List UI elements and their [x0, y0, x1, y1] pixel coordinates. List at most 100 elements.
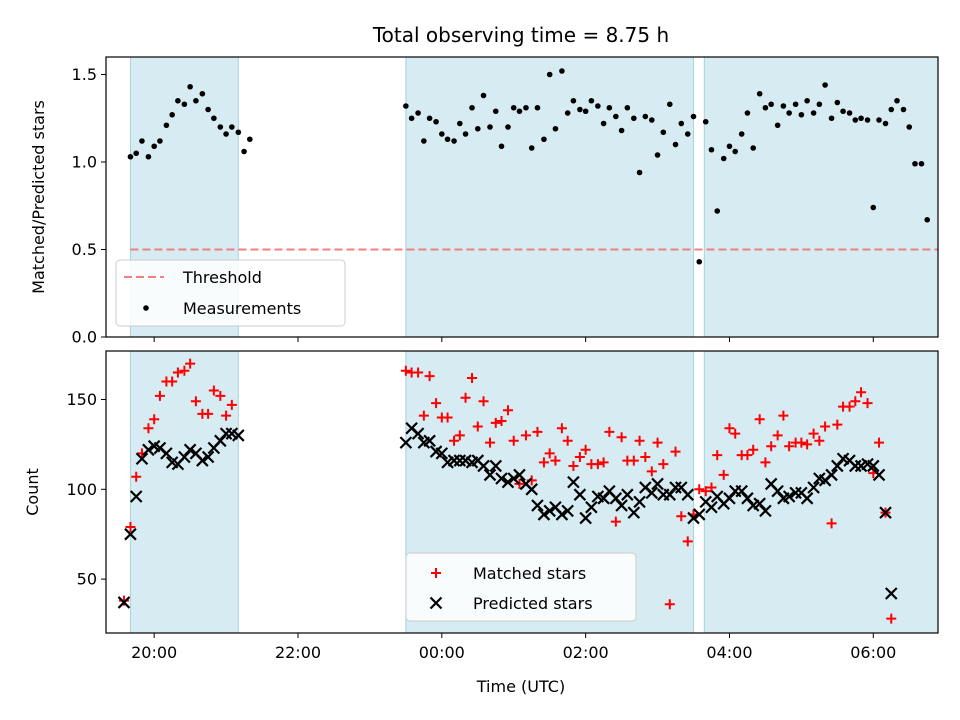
- measurements-point-62: [648, 117, 655, 123]
- matched-stars-point-28: [454, 430, 465, 441]
- predicted-stars-point-41: [525, 483, 538, 496]
- y-tick-label-1: 100: [66, 480, 97, 499]
- predicted-stars-point-24: [423, 434, 436, 448]
- measurements-point-58: [624, 104, 631, 111]
- matched-stars-point-98: [874, 437, 885, 448]
- matched-stars-point-22: [418, 410, 429, 421]
- matched-stars-point-63: [664, 599, 675, 610]
- predicted-stars-point-59: [633, 495, 646, 509]
- predicted-stars-point-50: [579, 511, 592, 525]
- matched-stars-point-17: [221, 410, 232, 421]
- top-legend-box: [115, 259, 346, 327]
- predicted-stars-point-56: [615, 499, 628, 512]
- measurements-point-82: [768, 101, 774, 108]
- measurements-point-7: [169, 111, 175, 118]
- measurements-point-92: [828, 115, 835, 122]
- measurements-point-39: [510, 104, 517, 111]
- measurements-point-1: [133, 150, 140, 157]
- matched-stars-point-73: [724, 423, 735, 434]
- matched-stars-point-37: [508, 435, 519, 446]
- measurements-point-47: [559, 68, 565, 74]
- predicted-stars-point-3: [135, 452, 149, 466]
- measurements-point-20: [247, 136, 253, 143]
- measurements-point-36: [492, 108, 499, 115]
- predicted-stars-point-80: [759, 504, 772, 518]
- top-axis-ticks: 0.0 0.5 1.0 1.5: [72, 65, 874, 347]
- matched-stars-point-80: [766, 441, 777, 452]
- legend-predicted-swatch: [429, 596, 443, 610]
- bottom-axis-ticks: 50 100 150 20:00 22:00 00:00 02:00 04:00 06:00: [66, 390, 896, 662]
- predicted-stars-point-101: [884, 587, 898, 600]
- predicted-stars-point-35: [489, 459, 503, 473]
- top-plot-frame: [105, 56, 939, 338]
- matched-stars-point-55: [616, 432, 627, 443]
- measurements-point-44: [541, 136, 547, 143]
- matched-stars-point-15: [208, 385, 219, 396]
- matched-stars-point-89: [820, 421, 831, 432]
- measurements-point-53: [595, 103, 601, 109]
- measurements-point-4: [151, 143, 157, 150]
- measurements-point-55: [606, 104, 613, 111]
- measurements-point-5: [157, 138, 163, 144]
- x-tick-label-3: 02:00: [563, 643, 609, 662]
- measurements-point-41: [523, 104, 529, 111]
- predicted-stars-point-14: [201, 450, 215, 464]
- measurements-point-45: [546, 71, 553, 78]
- matched-stars-point-87: [808, 428, 819, 439]
- matched-stars-point-5: [149, 414, 160, 425]
- matched-stars-point-94: [850, 396, 861, 407]
- matched-stars-point-53: [604, 426, 615, 437]
- matched-stars-point-61: [652, 437, 663, 448]
- matched-stars-point-48: [574, 451, 585, 462]
- measurements-point-105: [906, 124, 913, 130]
- measurements-point-89: [810, 110, 817, 116]
- matched-stars-point-45: [556, 423, 567, 434]
- measurements-point-34: [480, 92, 487, 99]
- measurements-point-83: [774, 122, 781, 129]
- measurements-point-48: [564, 110, 571, 116]
- measurements-point-91: [822, 82, 828, 88]
- matched-stars-point-29: [460, 392, 471, 403]
- measurements-point-108: [924, 216, 931, 223]
- predicted-stars-point-33: [477, 459, 490, 473]
- measurements-point-27: [439, 131, 445, 137]
- matched-stars-point-54: [610, 516, 621, 527]
- measurements-point-80: [756, 90, 763, 97]
- y-tick-label-2: 1.0: [72, 153, 97, 172]
- measurements-point-51: [582, 108, 589, 115]
- measurements-point-13: [205, 106, 211, 113]
- bottom-plot-frame: [105, 350, 939, 634]
- x-tick-label-1: 22:00: [275, 643, 321, 662]
- measurements-point-59: [631, 115, 637, 122]
- measurements-point-93: [834, 99, 841, 106]
- measurements-point-11: [193, 97, 199, 104]
- matched-stars-point-64: [670, 446, 681, 457]
- measurements-point-40: [516, 108, 523, 115]
- measurements-point-46: [552, 125, 559, 132]
- predicted-stars-point-69: [692, 508, 706, 521]
- measurements-point-74: [720, 155, 727, 162]
- matched-stars-point-59: [640, 451, 651, 462]
- predicted-stars-point-13: [196, 454, 209, 467]
- matched-stars-point-91: [832, 419, 843, 430]
- matched-stars-point-12: [190, 396, 201, 407]
- measurements-point-87: [798, 111, 805, 118]
- measurements-point-37: [498, 143, 505, 150]
- measurements-point-71: [702, 118, 709, 125]
- matched-stars-point-68: [694, 484, 705, 495]
- measurements-point-75: [726, 143, 733, 150]
- measurements-point-43: [534, 104, 541, 111]
- matched-stars-point-14: [203, 408, 214, 419]
- chart-title: Total observing time = 8.75 h: [372, 23, 669, 47]
- matched-stars-point-21: [413, 367, 424, 378]
- bottom-count-points: [117, 358, 898, 624]
- measurements-point-100: [876, 117, 882, 123]
- predicted-stars-point-47: [561, 504, 574, 518]
- matched-stars-point-36: [502, 405, 513, 416]
- shaded-interval-2: [703, 56, 939, 338]
- matched-stars-point-33: [485, 437, 495, 448]
- x-tick-label-5: 06:00: [850, 643, 896, 662]
- measurements-point-69: [690, 113, 697, 120]
- matched-stars-point-82: [778, 410, 789, 421]
- bottom-legend: Matched stars Predicted stars: [405, 552, 637, 622]
